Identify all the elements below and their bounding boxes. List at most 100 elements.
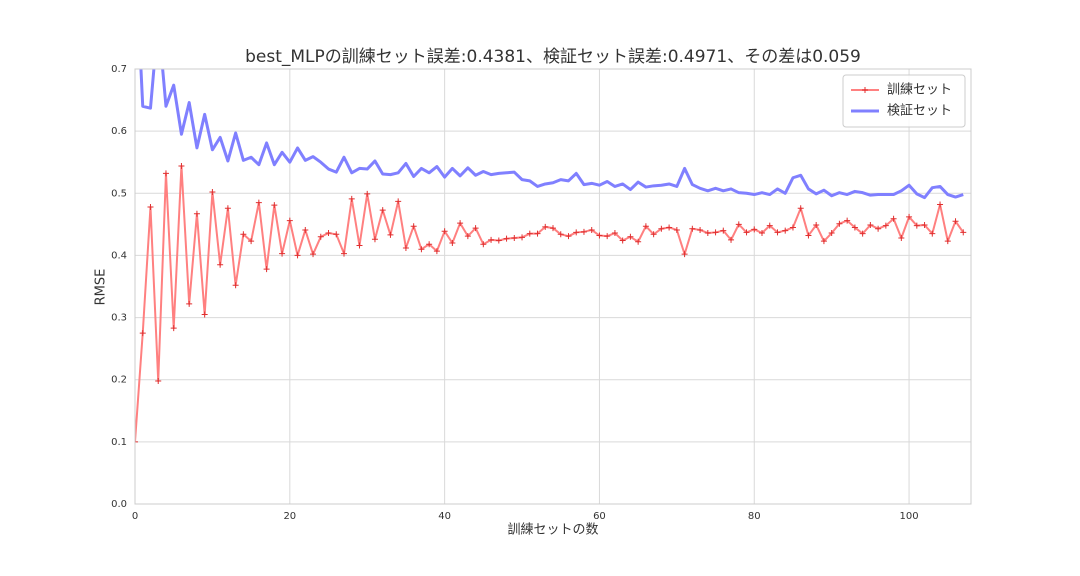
point-marker bbox=[759, 230, 765, 237]
x-tick-label: 100 bbox=[900, 511, 919, 522]
point-marker bbox=[952, 218, 959, 225]
y-tick-label: 0.6 bbox=[111, 126, 127, 137]
point-marker bbox=[542, 223, 549, 230]
point-marker bbox=[813, 221, 820, 228]
point-marker bbox=[495, 237, 502, 244]
point-marker bbox=[944, 238, 951, 245]
y-tick-label: 0.1 bbox=[111, 437, 127, 448]
point-marker bbox=[186, 300, 193, 307]
point-marker bbox=[720, 227, 727, 234]
point-marker bbox=[271, 202, 278, 209]
point-marker bbox=[395, 198, 402, 205]
point-marker bbox=[844, 217, 851, 224]
point-marker bbox=[789, 224, 796, 231]
point-marker bbox=[232, 282, 239, 289]
legend-label: 訓練セット bbox=[887, 82, 952, 98]
point-marker bbox=[240, 231, 247, 238]
point-marker bbox=[619, 237, 626, 244]
point-marker bbox=[155, 377, 162, 384]
point-marker bbox=[193, 210, 200, 217]
y-tick-label: 0.0 bbox=[111, 499, 127, 510]
point-marker bbox=[921, 221, 928, 228]
y-tick-label: 0.7 bbox=[111, 64, 127, 75]
point-marker bbox=[875, 225, 882, 232]
point-marker bbox=[557, 231, 564, 238]
point-marker bbox=[371, 236, 378, 243]
point-marker bbox=[960, 229, 967, 236]
point-marker bbox=[735, 221, 742, 228]
point-marker bbox=[650, 231, 657, 238]
point-marker bbox=[534, 230, 541, 237]
point-marker bbox=[333, 231, 340, 238]
point-marker bbox=[766, 222, 773, 229]
point-marker bbox=[426, 241, 433, 248]
chart-title: best_MLPの訓練セット誤差:0.4381、検証セット誤差:0.4971、そ… bbox=[245, 47, 861, 67]
point-marker bbox=[162, 170, 169, 177]
point-marker bbox=[511, 235, 518, 242]
point-marker bbox=[882, 222, 889, 229]
point-marker bbox=[673, 226, 680, 233]
y-tick-label: 0.4 bbox=[111, 250, 127, 261]
point-marker bbox=[913, 222, 920, 229]
point-marker bbox=[820, 238, 827, 245]
y-axis-label: RMSE bbox=[94, 269, 109, 306]
point-marker bbox=[596, 232, 603, 239]
point-marker bbox=[573, 229, 580, 236]
point-marker bbox=[611, 230, 618, 237]
point-marker bbox=[642, 223, 649, 230]
point-marker bbox=[317, 233, 324, 240]
point-marker bbox=[743, 229, 750, 236]
x-tick-label: 0 bbox=[132, 511, 138, 522]
point-marker bbox=[310, 251, 317, 258]
point-marker bbox=[797, 205, 804, 212]
point-marker bbox=[147, 203, 154, 210]
point-marker bbox=[418, 246, 425, 253]
point-marker bbox=[217, 261, 224, 268]
point-marker bbox=[286, 217, 293, 224]
point-marker bbox=[255, 199, 262, 206]
point-marker bbox=[135, 438, 138, 445]
point-marker bbox=[658, 225, 665, 232]
point-marker bbox=[224, 205, 231, 212]
point-marker bbox=[588, 226, 595, 233]
point-marker bbox=[550, 225, 556, 232]
point-marker bbox=[201, 311, 208, 318]
point-marker bbox=[480, 241, 487, 248]
point-marker bbox=[689, 225, 696, 232]
point-marker bbox=[666, 224, 673, 231]
point-marker bbox=[410, 223, 417, 230]
axes-frame bbox=[134, 68, 972, 505]
point-marker bbox=[402, 244, 409, 251]
point-marker bbox=[503, 235, 510, 242]
series-line bbox=[135, 164, 965, 442]
point-marker bbox=[751, 226, 758, 233]
point-marker bbox=[635, 238, 642, 245]
x-tick-label: 80 bbox=[748, 511, 761, 522]
y-tick-label: 0.5 bbox=[111, 188, 127, 199]
point-marker bbox=[488, 236, 495, 243]
point-marker bbox=[851, 224, 858, 231]
point-marker bbox=[627, 233, 634, 240]
point-marker bbox=[170, 325, 177, 332]
point-marker bbox=[356, 242, 363, 249]
point-marker bbox=[526, 230, 533, 237]
point-marker bbox=[209, 189, 216, 196]
point-marker bbox=[379, 207, 386, 214]
point-marker bbox=[472, 225, 479, 232]
plot-area bbox=[135, 69, 967, 445]
point-marker bbox=[580, 228, 587, 235]
point-marker bbox=[348, 195, 355, 202]
point-marker bbox=[302, 226, 309, 233]
point-marker bbox=[774, 229, 781, 236]
point-marker bbox=[464, 233, 471, 240]
point-marker bbox=[294, 252, 301, 259]
point-marker bbox=[805, 232, 812, 239]
x-tick-label: 40 bbox=[438, 511, 451, 522]
point-marker bbox=[449, 240, 456, 246]
series-line bbox=[139, 69, 964, 200]
point-marker bbox=[937, 201, 944, 208]
legend-marker bbox=[862, 87, 868, 93]
point-marker bbox=[441, 228, 448, 235]
point-marker bbox=[836, 220, 843, 227]
